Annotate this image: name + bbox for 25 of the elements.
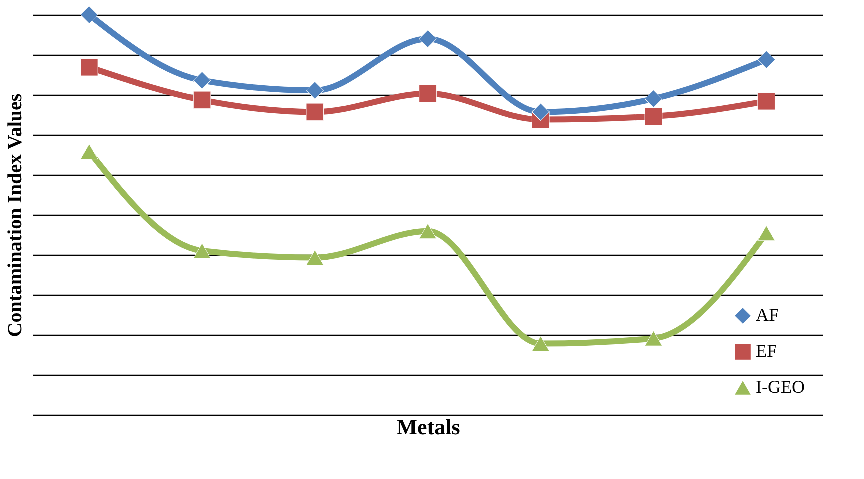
legend-label: I-GEO [756, 377, 805, 397]
legend-label: EF [756, 341, 778, 361]
point [306, 103, 324, 122]
point [419, 224, 437, 240]
point [644, 330, 663, 346]
point [644, 108, 663, 126]
point [193, 243, 212, 259]
point [758, 50, 776, 69]
point [80, 144, 98, 160]
point [193, 72, 212, 90]
point [193, 91, 212, 110]
point [419, 30, 437, 48]
point [419, 84, 437, 103]
point [758, 226, 776, 242]
point [80, 58, 98, 76]
point [80, 6, 98, 24]
point [306, 250, 324, 266]
point [758, 92, 776, 110]
point [532, 336, 550, 352]
point [306, 82, 324, 100]
x-axis-title: Metals [396, 414, 461, 440]
y-axis-title: Contamination Index Values [4, 94, 26, 338]
legend-label: AF [756, 305, 780, 325]
point [532, 103, 550, 122]
point [644, 90, 663, 108]
